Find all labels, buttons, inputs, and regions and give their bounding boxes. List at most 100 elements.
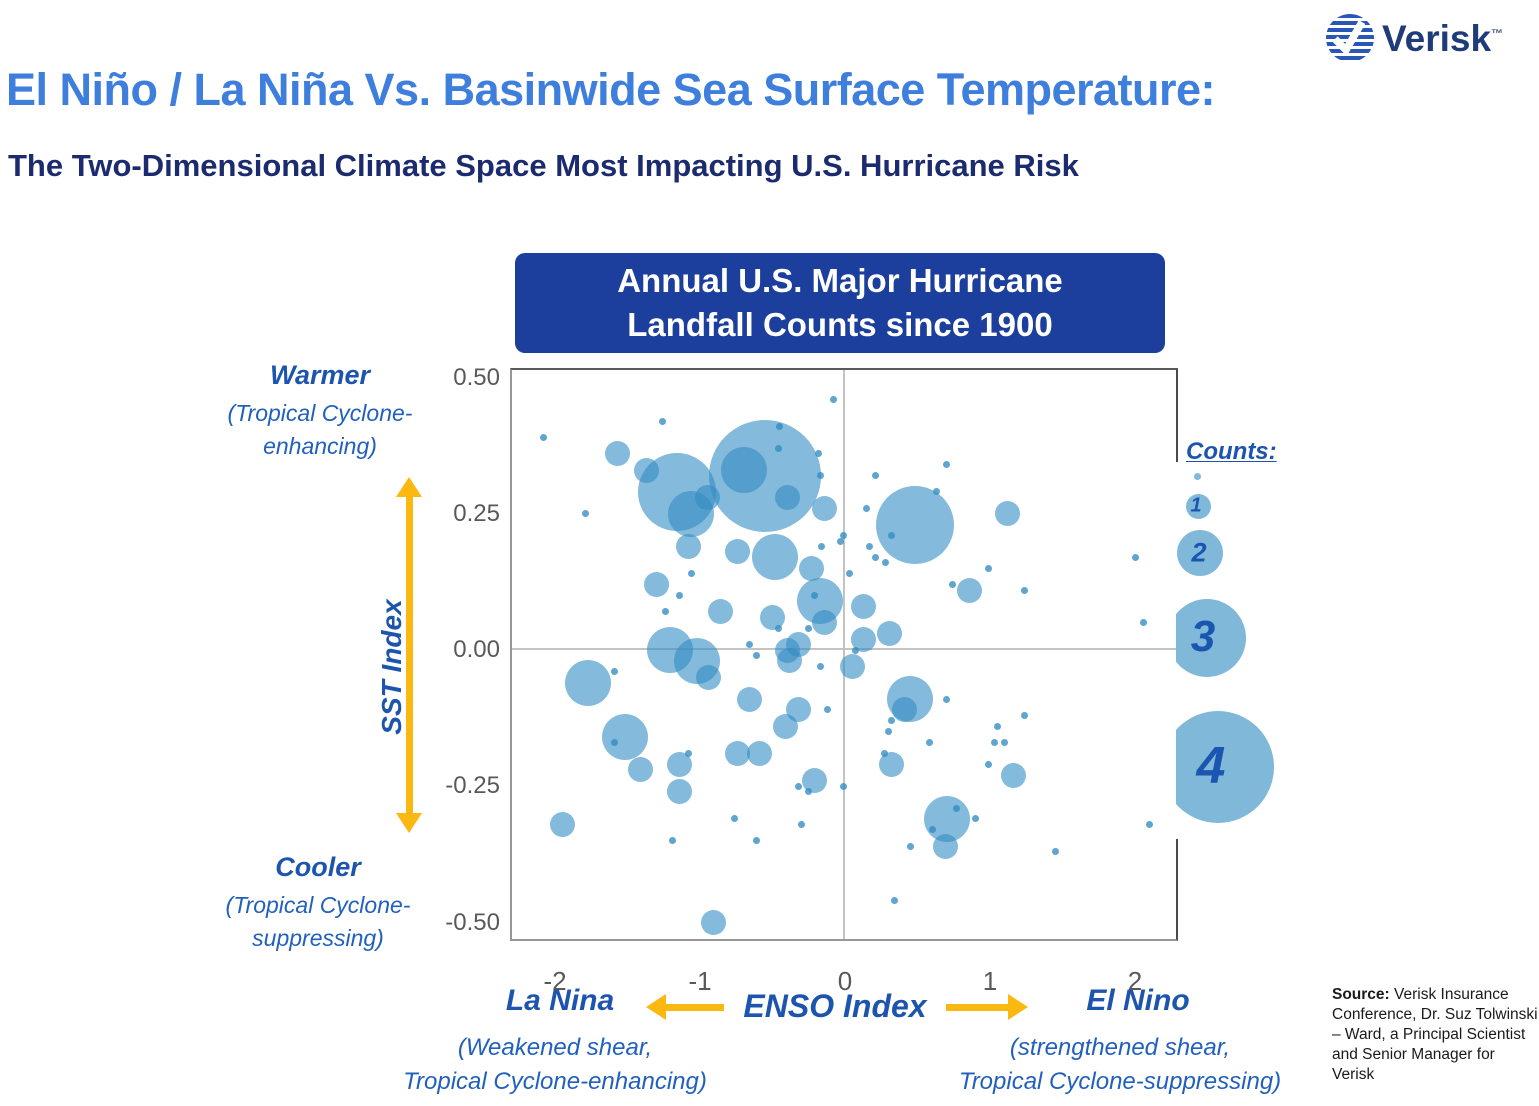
bubble-count-1 bbox=[773, 713, 799, 739]
legend-count-1: 1 bbox=[1190, 494, 1202, 517]
arrow-left-icon bbox=[646, 994, 666, 1020]
bubble-count-0 bbox=[928, 826, 936, 834]
x-tick-label: 1 bbox=[982, 966, 998, 996]
cooler-annotation: Cooler (Tropical Cyclone- suppressing) bbox=[208, 852, 428, 955]
bubble-count-0 bbox=[837, 537, 845, 545]
chart-title-line1: Annual U.S. Major Hurricane bbox=[617, 262, 1063, 299]
bubble-count-0 bbox=[816, 662, 824, 670]
x-tick-label: 0 bbox=[837, 966, 853, 996]
source-text: Verisk Insurance Conference, Dr. Suz Tol… bbox=[1332, 986, 1538, 1083]
bubble-count-1 bbox=[877, 621, 903, 647]
bubble-count-0 bbox=[972, 815, 979, 823]
bubble-count-0 bbox=[684, 750, 692, 758]
legend-bubble-2 bbox=[1177, 530, 1223, 576]
bubble-count-1 bbox=[839, 653, 865, 679]
bubble-count-1 bbox=[628, 757, 654, 783]
bubble-count-0 bbox=[610, 668, 618, 676]
bubble-count-0 bbox=[676, 592, 684, 599]
bubble-count-1 bbox=[736, 686, 762, 712]
bubble-count-1 bbox=[777, 648, 803, 674]
x-tick-label: -2 bbox=[543, 966, 567, 996]
bubble-count-0 bbox=[815, 450, 823, 458]
bubble-count-0 bbox=[887, 532, 895, 540]
bubble-count-0 bbox=[539, 433, 547, 441]
bubble-count-0 bbox=[658, 417, 666, 425]
bubble-count-0 bbox=[818, 542, 826, 550]
verisk-logo: Verisk™ bbox=[1326, 12, 1536, 64]
bubble-count-1 bbox=[1000, 762, 1026, 788]
legend-bubble-1 bbox=[1185, 493, 1211, 519]
bubble-count-1 bbox=[700, 910, 726, 935]
bubble-count-1 bbox=[694, 484, 720, 510]
bubble-count-0 bbox=[925, 739, 933, 747]
la-nina-subtext: (Weakened shear, Tropical Cyclone-enhanc… bbox=[360, 1031, 750, 1099]
trademark-symbol: ™ bbox=[1491, 26, 1504, 41]
bubble-count-0 bbox=[1001, 739, 1008, 747]
bubble-count-1 bbox=[932, 833, 958, 859]
bubble-count-0 bbox=[610, 739, 618, 747]
bubble-count-0 bbox=[887, 717, 895, 725]
bubble-count-1 bbox=[644, 572, 669, 598]
y-tick-label: -0.25 bbox=[445, 772, 500, 800]
legend-bubble-3 bbox=[1176, 599, 1246, 677]
x-tick-label: 2 bbox=[1127, 966, 1143, 996]
bubble-count-0 bbox=[840, 532, 848, 540]
bubble-count-2 bbox=[752, 534, 799, 581]
y-tick-label: 0.25 bbox=[453, 499, 500, 527]
bubble-count-1 bbox=[746, 741, 772, 767]
bubble-count-0 bbox=[890, 897, 898, 905]
bubble-count-1 bbox=[725, 539, 751, 565]
legend-count-3: 3 bbox=[1190, 612, 1216, 661]
arrow-down-icon bbox=[396, 813, 422, 833]
bubble-count-0 bbox=[731, 815, 739, 823]
bubble-count-1 bbox=[707, 599, 733, 625]
warmer-annotation: Warmer (Tropical Cyclone- enhancing) bbox=[190, 360, 450, 463]
legend-count-4: 4 bbox=[1196, 737, 1226, 795]
sst-axis-arrow bbox=[396, 477, 423, 833]
bubble-count-0 bbox=[776, 423, 784, 431]
verisk-check-icon bbox=[1332, 20, 1366, 57]
bubble-count-1 bbox=[696, 664, 722, 690]
bubble-count-0 bbox=[993, 722, 1001, 730]
y-tick-label: -0.50 bbox=[445, 908, 500, 936]
cooler-sub-line1: (Tropical Cyclone- bbox=[225, 892, 411, 918]
legend-title: Counts: bbox=[1186, 438, 1277, 465]
bubble-count-0 bbox=[805, 624, 813, 632]
bubble-count-0 bbox=[1021, 586, 1029, 594]
bubble-count-0 bbox=[851, 646, 859, 654]
bubble-count-1 bbox=[891, 697, 917, 723]
bubble-count-1 bbox=[725, 741, 751, 767]
bubble-count-0 bbox=[829, 395, 837, 403]
bubble-count-0 bbox=[753, 837, 761, 845]
bubble-count-1 bbox=[799, 555, 825, 581]
bubble-count-0 bbox=[985, 760, 993, 768]
bubble-count-0 bbox=[774, 444, 782, 452]
y-tick-label: 0.00 bbox=[453, 636, 500, 663]
el-nino-sub-line1: (strengthened shear, bbox=[1009, 1034, 1231, 1061]
bubble-count-0 bbox=[990, 739, 998, 747]
bubble-count-0 bbox=[880, 750, 888, 758]
warmer-label: Warmer bbox=[269, 360, 371, 390]
bubble-count-0 bbox=[1021, 711, 1029, 719]
bubble-count-1 bbox=[994, 501, 1020, 527]
bubble-count-0 bbox=[1131, 553, 1139, 561]
bubble-count-0 bbox=[840, 782, 848, 790]
bubble-count-0 bbox=[795, 782, 803, 790]
bubble-count-0 bbox=[1146, 820, 1153, 828]
bubble-count-1 bbox=[667, 779, 693, 805]
bubble-count-1 bbox=[812, 495, 838, 521]
page-subtitle: The Two-Dimensional Climate Space Most I… bbox=[8, 148, 1079, 183]
gridline-x0 bbox=[843, 370, 845, 939]
bubble-count-0 bbox=[943, 461, 950, 469]
el-nino-sub-line2: Tropical Cyclone-suppressing) bbox=[958, 1068, 1282, 1095]
bubble-count-0 bbox=[816, 472, 824, 480]
bubble-count-0 bbox=[661, 608, 669, 616]
bubble-count-0 bbox=[871, 472, 879, 480]
arrow-up-icon bbox=[396, 477, 422, 497]
bubble-count-0 bbox=[798, 820, 805, 828]
bubble-count-0 bbox=[948, 581, 956, 589]
source-label: Source: bbox=[1332, 986, 1390, 1003]
la-nina-annotation: La Nina bbox=[470, 984, 650, 1018]
chart-title-line2: Landfall Counts since 1900 bbox=[627, 306, 1053, 343]
